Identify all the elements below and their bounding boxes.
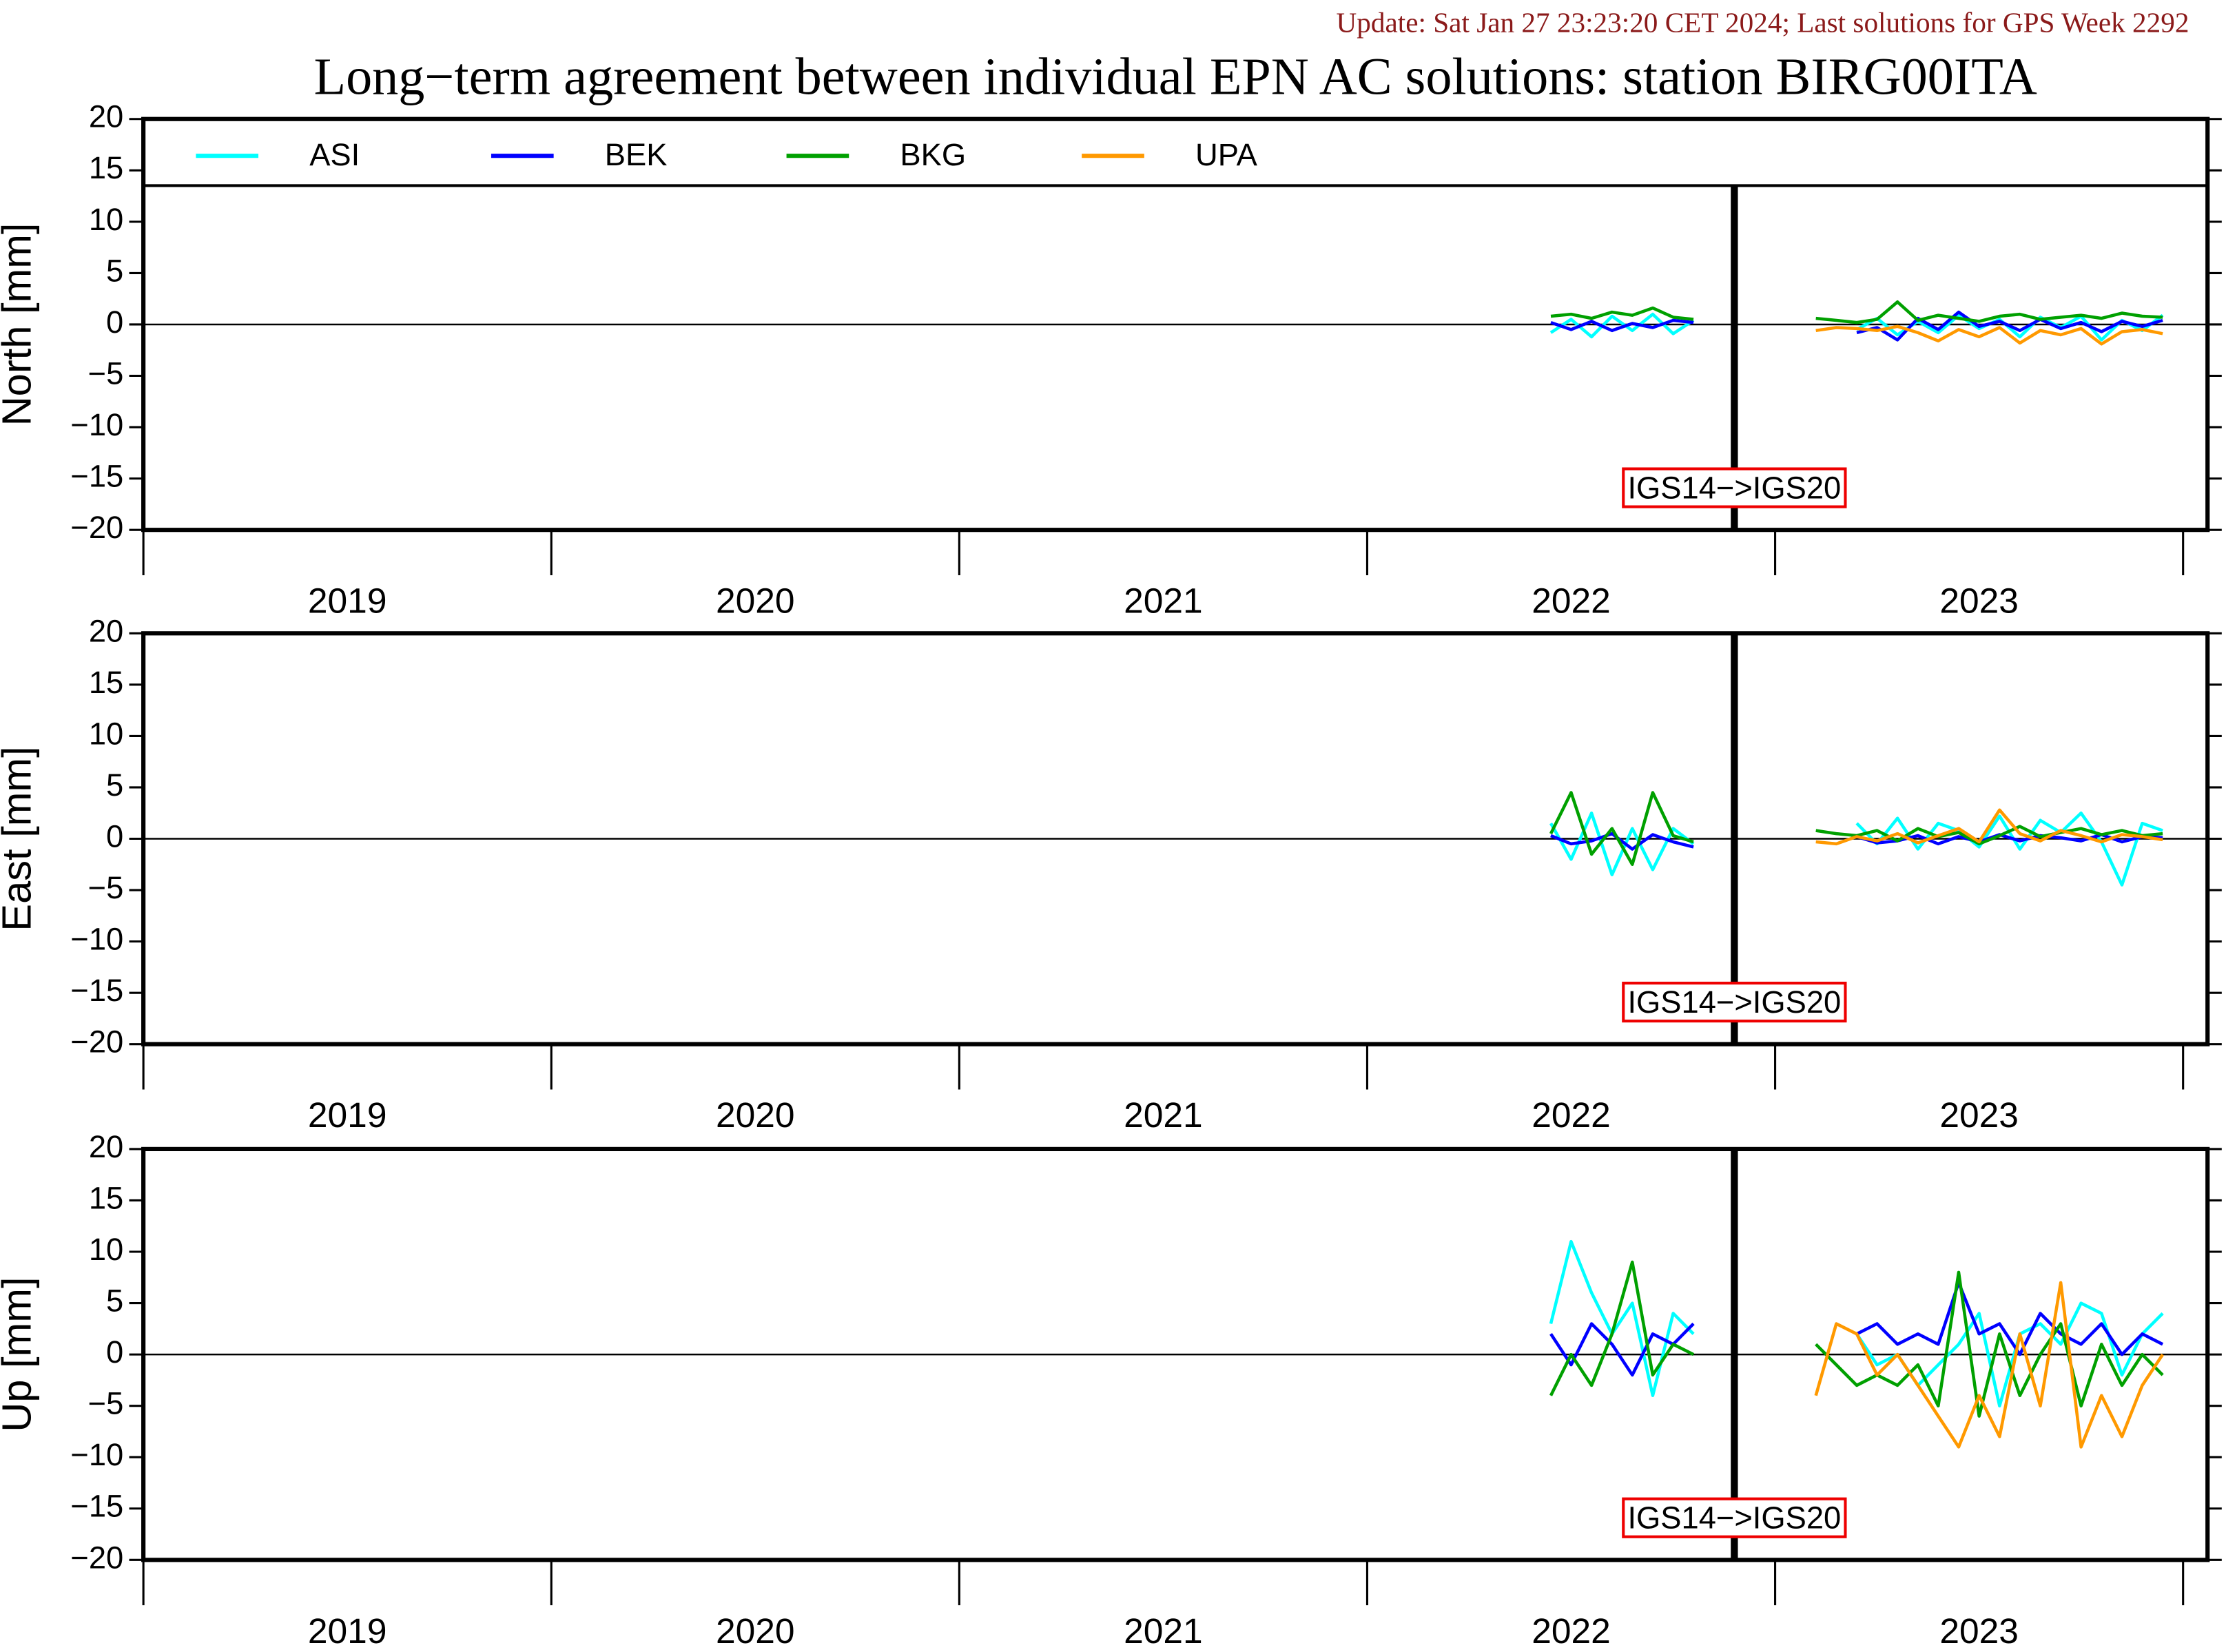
series-line — [1549, 791, 2163, 866]
chart-title: Long−term agreement between individual E… — [314, 48, 2037, 106]
x-tick-label: 2022 — [1532, 1611, 1611, 1651]
y-tick-label: −15 — [70, 973, 123, 1008]
x-tick-label: 2020 — [716, 1095, 795, 1135]
series-line — [1814, 1281, 2164, 1449]
y-tick-label: −15 — [70, 459, 123, 494]
y-tick-label: −20 — [70, 510, 123, 545]
event-label: IGS14−>IGS20 — [1627, 984, 1841, 1020]
y-axis-label: Up [mm] — [0, 1277, 40, 1432]
plot-frame — [141, 116, 2210, 533]
y-tick-label: 5 — [106, 767, 123, 803]
y-tick-label: 5 — [106, 253, 123, 288]
y-axis-label: North [mm] — [0, 223, 40, 426]
y-tick-label: 15 — [89, 665, 123, 700]
y-tick-label: −20 — [70, 1540, 123, 1575]
legend-label: BKG — [900, 137, 966, 172]
x-tick-label: 2019 — [308, 1611, 387, 1651]
x-tick-label: 2021 — [1124, 581, 1203, 621]
y-axis-label: East [mm] — [0, 746, 40, 931]
x-tick-label: 2020 — [716, 1611, 795, 1651]
series-line — [1815, 324, 2163, 346]
legend-box — [142, 117, 2209, 187]
x-tick-label: 2023 — [1939, 1095, 2019, 1135]
x-tick-label: 2019 — [308, 1095, 387, 1135]
y-tick-label: 15 — [89, 1180, 123, 1215]
y-tick-label: 15 — [89, 150, 123, 185]
event-label: IGS14−>IGS20 — [1627, 471, 1841, 506]
y-tick-label: 0 — [106, 819, 123, 854]
x-tick-label: 2019 — [308, 581, 387, 621]
x-tick-label: 2021 — [1124, 1611, 1203, 1651]
x-tick-label: 2023 — [1939, 1611, 2019, 1651]
event-box — [1622, 1497, 1847, 1538]
y-tick-label: 10 — [89, 716, 123, 751]
y-tick-label: 0 — [106, 304, 123, 340]
y-tick-label: −20 — [70, 1024, 123, 1060]
y-tick-label: −10 — [70, 1437, 123, 1472]
legend-label: ASI — [309, 137, 360, 172]
y-tick-label: −10 — [70, 922, 123, 957]
event-label: IGS14−>IGS20 — [1627, 1500, 1841, 1536]
x-tick-label: 2022 — [1532, 581, 1611, 621]
event-box — [1622, 982, 1847, 1023]
y-tick-label: 20 — [89, 1129, 123, 1164]
y-tick-label: 20 — [89, 613, 123, 648]
series-line — [1815, 808, 2163, 846]
y-tick-label: −5 — [88, 1386, 124, 1421]
x-tick-label: 2020 — [716, 581, 795, 621]
legend-label: UPA — [1195, 137, 1258, 172]
legend-label: BEK — [605, 137, 668, 172]
event-box — [1622, 467, 1847, 508]
y-tick-label: −5 — [88, 356, 124, 391]
y-tick-label: 0 — [106, 1334, 123, 1370]
y-tick-label: −5 — [88, 870, 124, 905]
update-note: Update: Sat Jan 27 23:23:20 CET 2024; La… — [1337, 6, 2189, 38]
x-tick-label: 2023 — [1939, 581, 2019, 621]
series-line — [1549, 1260, 2164, 1418]
y-tick-label: 10 — [89, 1232, 123, 1267]
y-tick-label: −10 — [70, 407, 123, 442]
plot-frame — [141, 1146, 2210, 1562]
y-tick-label: 10 — [89, 202, 123, 237]
series-line — [1550, 300, 2163, 324]
y-tick-label: 5 — [106, 1283, 123, 1319]
x-tick-label: 2022 — [1532, 1095, 1611, 1135]
x-tick-label: 2021 — [1124, 1095, 1203, 1135]
plot-frame — [141, 631, 2210, 1046]
y-tick-label: 20 — [89, 99, 123, 134]
y-tick-label: −15 — [70, 1489, 123, 1524]
